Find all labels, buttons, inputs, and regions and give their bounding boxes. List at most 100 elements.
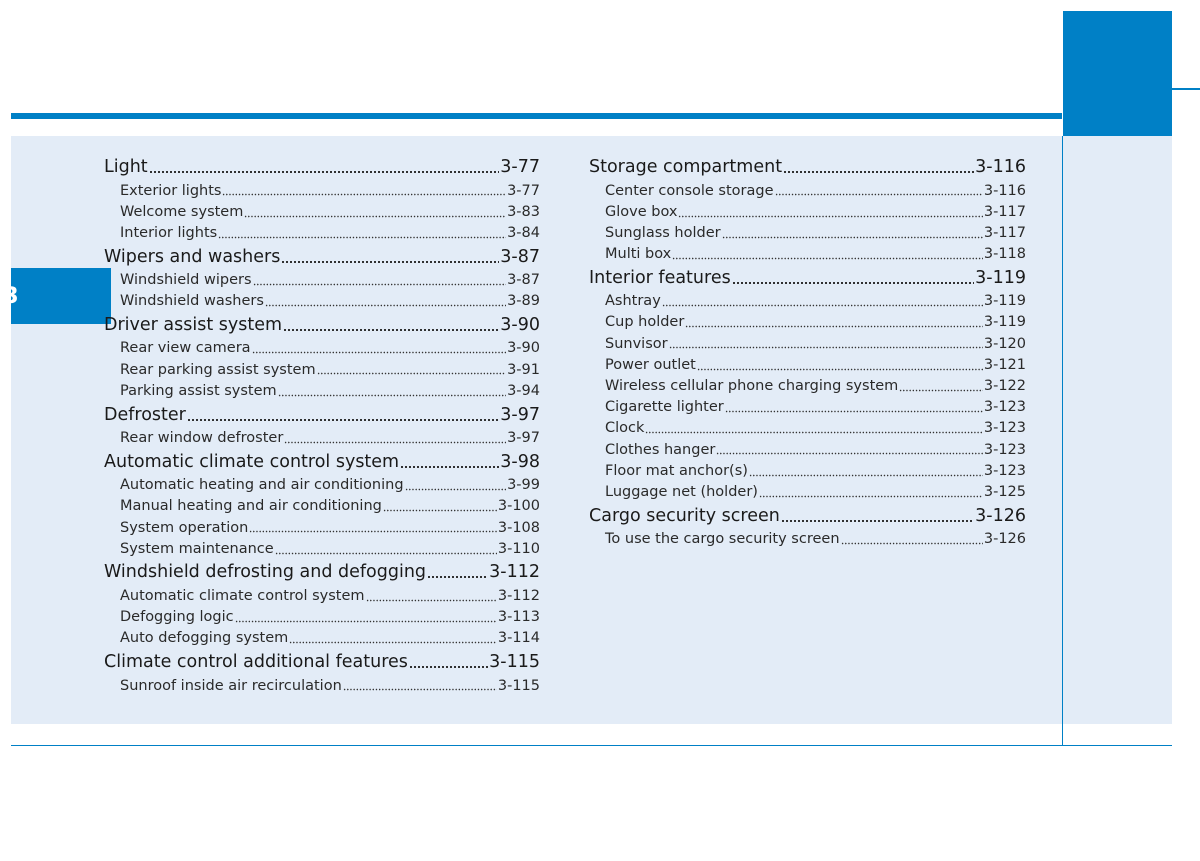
toc-section-entry[interactable]: Light 3-77: [104, 154, 540, 180]
toc-subsection-entry[interactable]: Sunvisor 3-120: [589, 333, 1026, 354]
toc-entry-title: Center console storage: [605, 182, 774, 199]
toc-subsection-entry[interactable]: Center console storage 3-116: [589, 180, 1026, 201]
toc-subsection-entry[interactable]: Cigarette lighter 3-123: [589, 397, 1026, 418]
toc-entry-page: 3-123: [983, 399, 1026, 416]
toc-entry-page: 3-119: [975, 267, 1026, 288]
dot-leader: [404, 476, 507, 492]
toc-entry-page: 3-119: [983, 293, 1026, 310]
toc-subsection-entry[interactable]: Automatic climate control system 3-112: [104, 585, 540, 606]
toc-subsection-entry[interactable]: System operation 3-108: [104, 517, 540, 538]
dot-leader: [284, 429, 507, 444]
toc-subsection-entry[interactable]: Cup holder 3-119: [589, 312, 1026, 333]
toc-entry-title: Cup holder: [605, 314, 685, 331]
dot-leader: [731, 267, 975, 285]
toc-subsection-entry[interactable]: Auto defogging system 3-114: [104, 628, 540, 649]
toc-entry-title: Interior lights: [120, 224, 218, 241]
toc-entry-page: 3-98: [500, 451, 540, 472]
toc-subsection-entry[interactable]: Defogging logic 3-113: [104, 607, 540, 628]
toc-subsection-entry[interactable]: Manual heating and air conditioning 3-100: [104, 496, 540, 517]
toc-subsection-entry[interactable]: Windshield wipers 3-87: [104, 270, 540, 291]
toc-section-entry[interactable]: Automatic climate control system 3-98: [104, 449, 540, 475]
toc-subsection-entry[interactable]: Exterior lights 3-77: [104, 180, 540, 201]
toc-entry-page: 3-116: [975, 157, 1026, 177]
toc-subsection-entry[interactable]: To use the cargo security screen 3-126: [589, 529, 1026, 550]
dot-leader: [148, 156, 500, 174]
toc-subsection-entry[interactable]: Clothes hanger 3-123: [589, 439, 1026, 460]
toc-subsection-entry[interactable]: System maintenance 3-110: [104, 538, 540, 559]
toc-entry-title: Windshield washers: [120, 293, 264, 310]
toc-section-entry[interactable]: Driver assist system 3-90: [104, 312, 540, 338]
dot-leader: [661, 292, 983, 308]
toc-subsection-entry[interactable]: Sunroof inside air recirculation 3-115: [104, 675, 540, 696]
toc-entry-page: 3-97: [507, 430, 540, 446]
toc-entry-page: 3-118: [983, 246, 1026, 263]
toc-subsection-entry[interactable]: Glove box 3-117: [589, 201, 1026, 222]
toc-entry-page: 3-94: [507, 382, 540, 399]
toc-entry-title: Climate control additional features: [104, 652, 408, 672]
dot-leader: [678, 203, 983, 218]
toc-subsection-entry[interactable]: Automatic heating and air conditioning 3-…: [104, 475, 540, 496]
toc-subsection-entry[interactable]: Windshield washers 3-89: [104, 291, 540, 312]
toc-entry-title: Floor mat anchor(s): [605, 462, 748, 479]
toc-section-entry[interactable]: Climate control additional features 3-115: [104, 649, 540, 675]
toc-entry-page: 3-90: [507, 340, 540, 357]
dot-leader: [234, 608, 497, 624]
toc-entry-title: Clothes hanger: [605, 441, 716, 458]
margin-rule: [1062, 136, 1063, 746]
toc-entry-title: Interior features: [589, 267, 731, 288]
toc-subsection-entry[interactable]: Welcome system 3-83: [104, 201, 540, 222]
toc-entry-title: Power outlet: [605, 356, 696, 373]
toc-entry-title: Clock: [605, 420, 645, 437]
toc-entry-title: Automatic climate control system: [104, 451, 400, 472]
toc-subsection-entry[interactable]: Parking assist system 3-94: [104, 380, 540, 401]
dot-leader: [316, 361, 507, 376]
toc-entry-title: To use the cargo security screen: [605, 531, 840, 548]
toc-subsection-entry[interactable]: Multi box 3-118: [589, 244, 1026, 265]
toc-section-entry[interactable]: Windshield defrosting and defogging 3-112: [104, 559, 540, 585]
dot-leader: [400, 451, 500, 469]
dot-leader: [668, 335, 983, 350]
toc-entry-page: 3-112: [489, 562, 540, 583]
dot-leader: [408, 651, 489, 669]
toc-entry-title: Windshield defrosting and defogging: [104, 562, 427, 583]
corner-color-block: [1063, 11, 1172, 136]
toc-entry-title: Storage compartment: [589, 157, 783, 177]
dot-leader: [289, 629, 497, 645]
toc-entry-page: 3-110: [497, 540, 540, 557]
dot-leader: [696, 356, 983, 371]
toc-entry-title: Manual heating and air conditioning: [120, 498, 382, 515]
toc-entry-title: Sunvisor: [605, 335, 668, 352]
toc-subsection-entry[interactable]: Clock 3-123: [589, 418, 1026, 439]
toc-subsection-entry[interactable]: Wireless cellular phone charging system 3…: [589, 376, 1026, 397]
toc-section-entry[interactable]: Wipers and washers 3-87: [104, 244, 540, 270]
toc-subsection-entry[interactable]: Rear parking assist system 3-91: [104, 359, 540, 380]
toc-entry-title: Rear parking assist system: [120, 361, 316, 378]
toc-subsection-entry[interactable]: Ashtray 3-119: [589, 291, 1026, 312]
chapter-number: 3: [3, 283, 19, 309]
toc-entry-page: 3-126: [983, 531, 1026, 548]
toc-entry-page: 3-115: [497, 677, 540, 694]
toc-entry-page: 3-115: [489, 652, 540, 672]
toc-subsection-entry[interactable]: Interior lights 3-84: [104, 222, 540, 243]
dot-leader: [264, 292, 507, 308]
toc-subsection-entry[interactable]: Power outlet 3-121: [589, 354, 1026, 375]
toc-section-entry[interactable]: Cargo security screen 3-126: [589, 503, 1026, 529]
toc-subsection-entry[interactable]: Luggage net (holder) 3-125: [589, 481, 1026, 502]
toc-subsection-entry[interactable]: Rear window defroster 3-97: [104, 428, 540, 449]
toc-entry-title: Ashtray: [605, 293, 661, 310]
dot-leader: [274, 540, 497, 555]
toc-entry-title: Multi box: [605, 246, 672, 263]
dot-leader: [685, 313, 983, 329]
toc-section-entry[interactable]: Defroster 3-97: [104, 402, 540, 428]
toc-column-right: Storage compartment 3-116 Center console s…: [589, 154, 1026, 550]
toc-subsection-entry[interactable]: Rear view camera 3-90: [104, 338, 540, 359]
corner-tick-mark: [1172, 88, 1200, 90]
toc-entry-title: Wipers and washers: [104, 246, 281, 267]
toc-subsection-entry[interactable]: Floor mat anchor(s) 3-123: [589, 460, 1026, 481]
dot-leader: [283, 314, 500, 332]
toc-subsection-entry[interactable]: Sunglass holder 3-117: [589, 222, 1026, 243]
toc-entry-title: Defogging logic: [120, 609, 234, 626]
toc-section-entry[interactable]: Storage compartment 3-116: [589, 154, 1026, 180]
dot-leader: [840, 530, 983, 546]
toc-section-entry[interactable]: Interior features 3-119: [589, 265, 1026, 291]
